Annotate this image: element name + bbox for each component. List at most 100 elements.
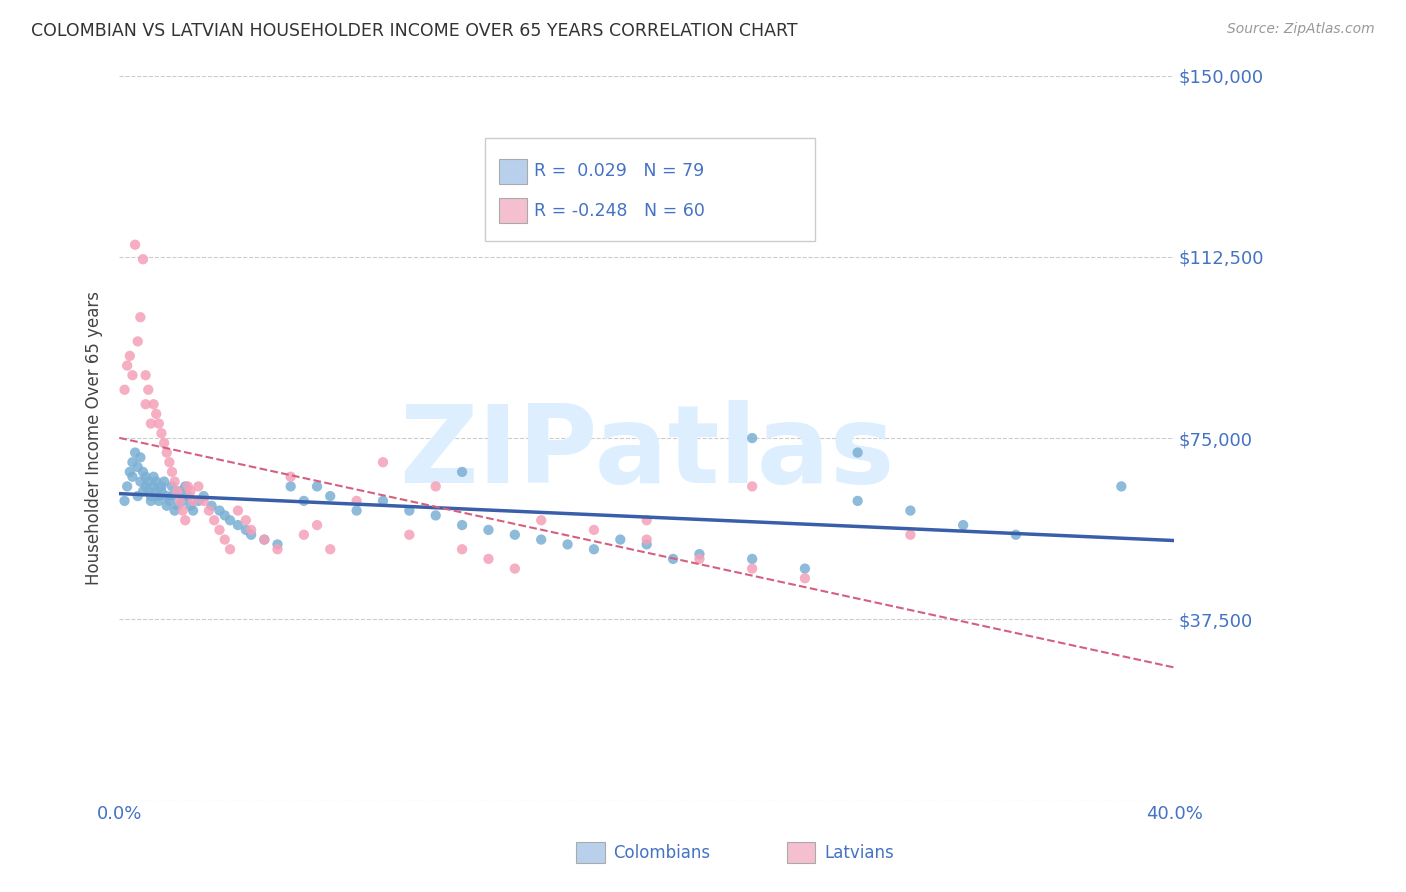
Point [557,537,579,551]
Point [121,469,143,483]
Point [172,503,194,517]
Point [163,503,186,517]
Point [163,475,186,489]
Point [219,513,242,527]
Point [179,499,201,513]
Point [688,552,710,566]
Point [121,368,143,383]
Point [741,431,763,445]
Point [292,527,315,541]
Point [187,494,209,508]
Point [636,537,658,551]
Point [193,489,215,503]
Point [129,450,152,465]
Point [266,537,288,551]
Point [124,237,146,252]
Point [150,426,173,441]
Point [305,518,328,533]
Point [226,518,249,533]
Point [114,494,136,508]
Point [208,523,231,537]
Point [135,469,157,483]
Point [135,368,157,383]
Point [503,527,526,541]
Point [169,494,191,508]
Point [280,479,302,493]
Point [135,397,157,411]
Point [139,494,162,508]
Point [145,484,167,499]
Point [142,469,165,483]
Point [166,484,188,499]
Point [741,479,763,493]
Text: ZIPatlas: ZIPatlas [399,400,894,506]
Point [846,445,869,459]
Point [148,417,170,431]
Point [179,484,201,499]
Point [198,503,221,517]
Point [1111,479,1133,493]
Point [530,533,553,547]
Point [114,383,136,397]
Point [235,523,257,537]
Point [169,484,191,499]
Point [900,527,922,541]
Point [346,494,368,508]
Point [226,503,249,517]
Point [150,479,173,493]
Point [181,503,204,517]
Point [477,552,499,566]
Point [346,503,368,517]
Point [219,542,242,557]
Point [609,533,631,547]
Text: Colombians: Colombians [613,844,710,862]
Point [127,460,149,475]
Point [793,561,815,575]
Point [451,518,474,533]
Point [129,310,152,325]
Point [582,542,605,557]
Point [305,479,328,493]
Point [135,479,157,493]
Point [952,518,974,533]
Text: Source: ZipAtlas.com: Source: ZipAtlas.com [1227,22,1375,37]
Point [208,503,231,517]
Point [156,445,179,459]
Point [136,484,159,499]
Point [132,465,155,479]
Point [136,383,159,397]
Point [145,407,167,421]
Point [846,494,869,508]
Point [172,494,194,508]
Point [253,533,276,547]
Point [371,455,394,469]
Point [129,475,152,489]
Point [636,533,658,547]
Text: COLOMBIAN VS LATVIAN HOUSEHOLDER INCOME OVER 65 YEARS CORRELATION CHART: COLOMBIAN VS LATVIAN HOUSEHOLDER INCOME … [31,22,797,40]
Point [166,499,188,513]
Point [235,513,257,527]
Point [157,494,180,508]
Point [530,513,553,527]
Point [174,479,197,493]
Point [425,479,447,493]
Point [636,513,658,527]
Point [214,533,236,547]
Point [121,455,143,469]
Point [187,479,209,493]
Point [214,508,236,523]
Point [150,484,173,499]
Point [157,455,180,469]
Point [793,571,815,585]
Point [319,489,342,503]
Point [451,465,474,479]
Point [145,475,167,489]
Point [741,552,763,566]
Point [127,489,149,503]
Point [115,359,138,373]
Point [477,523,499,537]
Point [177,479,200,493]
Point [153,436,176,450]
Point [741,561,763,575]
Point [425,508,447,523]
